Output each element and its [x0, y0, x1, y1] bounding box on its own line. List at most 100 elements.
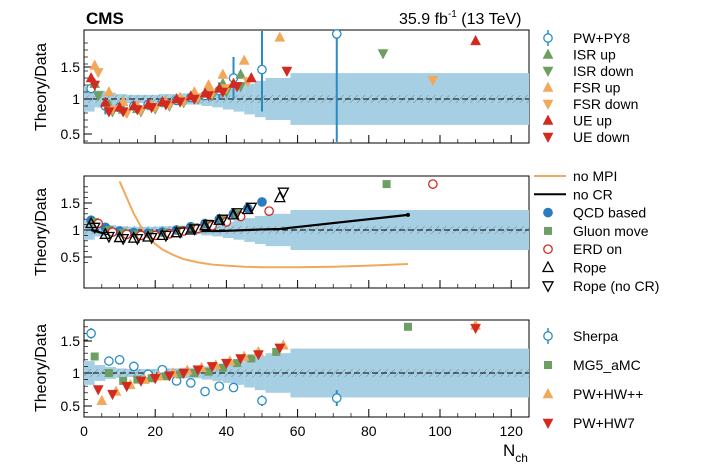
data-point [204, 367, 213, 376]
data-point [190, 369, 199, 377]
y-tick-label: 1.5 [61, 333, 81, 349]
data-point [135, 376, 147, 387]
data-point [119, 376, 128, 385]
x-axis-ticks: 0 20 40 60 80 100 120 [80, 423, 523, 439]
legend-marker [542, 387, 554, 399]
legend-item: Rope [541, 260, 607, 276]
y-axis-label-bottom: Theory/Data [33, 324, 50, 412]
data-point [131, 233, 144, 246]
data-point [174, 227, 187, 240]
data-point [245, 71, 257, 83]
series-mg5-amc [90, 322, 412, 385]
legend-item: ISR up [542, 47, 616, 63]
data-point [198, 218, 212, 231]
legend-item: no CR [534, 186, 613, 202]
y-tick-label: 1 [72, 91, 80, 107]
data-point [231, 208, 244, 220]
data-point [241, 202, 254, 215]
legend-label: MG5_aMC [573, 357, 641, 373]
y-tick-label: 0.5 [61, 398, 81, 414]
data-point [113, 230, 126, 243]
data-point [272, 347, 281, 356]
legend-item: PW+PY8 [543, 30, 630, 46]
y-axis-label-middle: Theory/Data [33, 188, 50, 276]
data-point [102, 231, 115, 244]
legend-item: MG5_aMC [544, 357, 641, 373]
data-point [104, 369, 113, 377]
legend-marker [542, 66, 554, 78]
legend-label: no MPI [573, 168, 617, 184]
data-point [188, 224, 201, 236]
data-point [92, 385, 104, 396]
legend-item: ISR down [542, 63, 634, 79]
series-pw-hw7 [92, 323, 482, 401]
data-point [233, 359, 242, 368]
data-point [231, 82, 243, 93]
data-point [85, 71, 97, 83]
legend-item: PW+HW7 [542, 415, 635, 431]
data-point [427, 75, 439, 87]
legend-label: no CR [573, 186, 613, 202]
series-line [118, 180, 409, 269]
legend-marker [543, 244, 553, 255]
data-point [145, 232, 158, 245]
legend-marker [544, 361, 552, 369]
legend-marker [543, 33, 553, 43]
data-point [117, 107, 129, 118]
uncertainty-band [84, 73, 529, 125]
data-point [114, 354, 125, 365]
legend-label: FSR up [573, 80, 621, 96]
data-point [200, 386, 210, 397]
data-point [174, 97, 186, 108]
data-point [238, 54, 250, 65]
data-point [274, 31, 286, 42]
legend-item: PW+HW++ [542, 386, 643, 402]
legend-middle: no MPI no CR QCD based Gluon move ERD on Rope… [534, 168, 659, 294]
legend-label: FSR down [573, 96, 638, 112]
y-tick-label: 1.5 [61, 195, 81, 211]
x-axis-title: Nch [503, 441, 528, 465]
series-endpoint [405, 212, 410, 217]
stat-band-bin [148, 226, 159, 234]
data-point [131, 105, 143, 116]
data-point [217, 68, 229, 79]
y-tick-label: 1.5 [61, 59, 81, 75]
data-point [117, 233, 130, 246]
data-point [156, 228, 169, 241]
data-point [161, 372, 170, 381]
data-point [253, 350, 264, 361]
data-point [220, 358, 232, 370]
data-point [331, 393, 342, 403]
stat-band-bin [105, 95, 117, 103]
data-point [264, 206, 274, 216]
legend-marker [541, 281, 555, 293]
data-point [96, 394, 108, 405]
data-point [228, 382, 239, 393]
data-point [428, 179, 438, 189]
x-tick-label: 60 [290, 423, 306, 439]
data-point [88, 222, 101, 235]
x-tick-label: 120 [500, 423, 524, 439]
data-point [257, 197, 267, 207]
legend-marker [542, 81, 554, 92]
data-point [470, 323, 482, 335]
stat-band-bin [94, 226, 106, 234]
data-point [107, 389, 118, 401]
data-point [90, 352, 99, 361]
data-point [159, 230, 172, 243]
legend-marker [543, 207, 553, 218]
legend-label: PW+HW7 [573, 415, 635, 431]
data-point [331, 29, 342, 39]
data-point [203, 91, 215, 102]
series-no-mpi [118, 180, 409, 269]
legend-label: ISR down [573, 63, 634, 79]
data-point [247, 354, 256, 363]
stat-band-bin [94, 95, 106, 103]
panel-pythia-variations: 0.5 1 1.5 [61, 29, 530, 144]
data-point [213, 213, 226, 225]
data-point [216, 214, 229, 227]
legend-item: Sherpa [543, 328, 618, 344]
legend-label: ISR up [573, 47, 616, 63]
data-point [147, 374, 156, 383]
